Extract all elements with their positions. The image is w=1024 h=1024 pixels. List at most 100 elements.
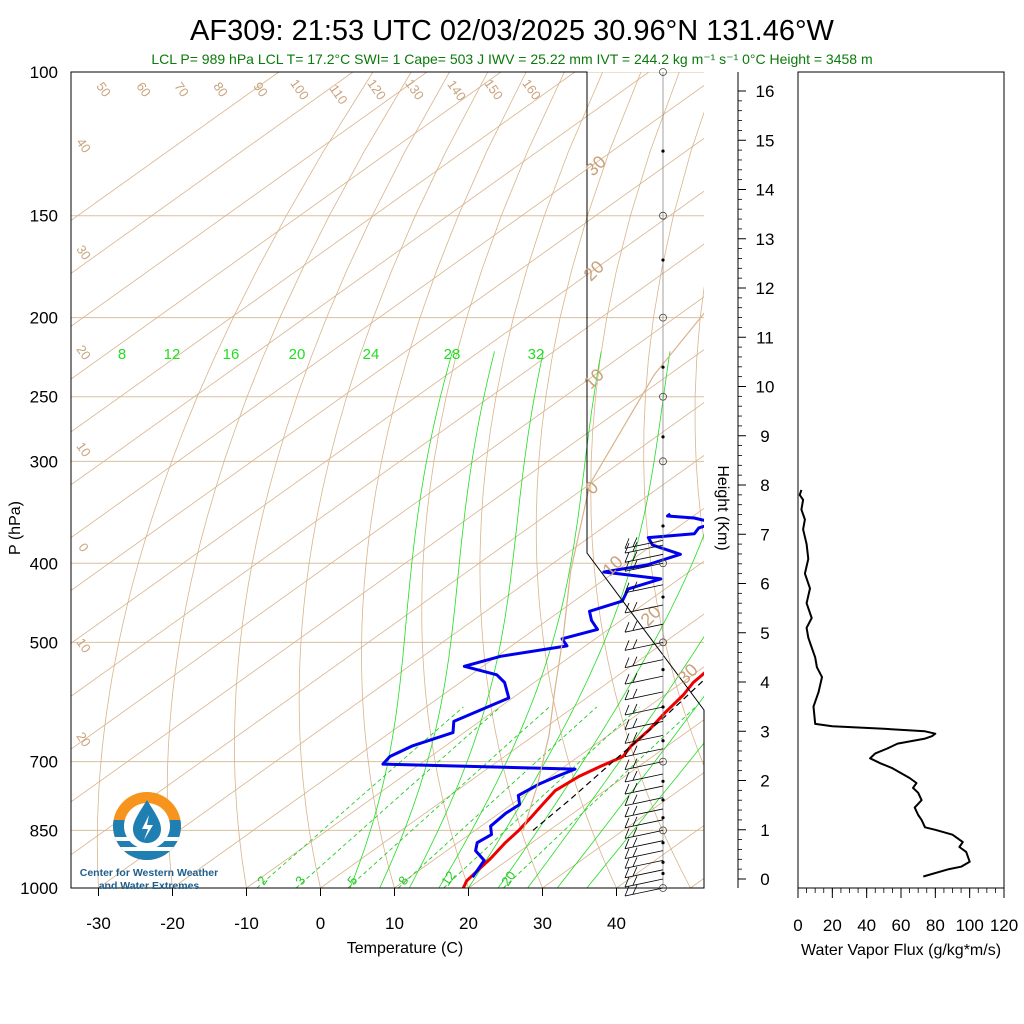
dry-adiabat-line <box>234 72 450 888</box>
isotherm-line <box>765 72 1024 888</box>
height-tick-label: 5 <box>760 624 769 643</box>
wind-barb-flag <box>632 718 638 728</box>
flux-tick-label: 40 <box>857 916 876 935</box>
wind-barb-flag <box>632 621 638 631</box>
wind-barb-flag <box>632 581 638 591</box>
wind-barb <box>624 869 664 879</box>
wind-barb-flag <box>624 746 630 757</box>
wind-barb <box>624 562 664 572</box>
mixing-ratio-line <box>443 706 640 888</box>
barb-level-dot <box>661 860 665 864</box>
wind-barb <box>624 734 664 744</box>
isotherm-line <box>71 72 280 221</box>
moist-adiabat-lines <box>349 351 704 888</box>
isotherm-line <box>71 296 704 750</box>
wind-barbs <box>624 68 667 897</box>
isotherm-line <box>71 137 704 591</box>
dry-adiabat-line <box>590 72 691 888</box>
isotherm-line <box>616 825 704 888</box>
isotherm-lines <box>71 72 1024 888</box>
wind-barb-flag <box>624 538 630 549</box>
y-tick-label: 700 <box>30 753 58 772</box>
wind-barb-flag <box>632 827 638 837</box>
dry-adiabat-label: 80 <box>210 79 231 99</box>
wind-barb-flag <box>632 857 638 867</box>
dry-adiabat-line <box>793 72 1000 905</box>
isotherm-line <box>98 455 704 888</box>
barb-level-circle <box>659 392 667 401</box>
y-tick-label: 850 <box>30 821 58 840</box>
isotherm-line <box>71 72 354 274</box>
wind-barb <box>624 850 664 860</box>
wind-barb-flag <box>624 771 630 783</box>
mixing-ratio-lines <box>256 706 696 888</box>
mixing-ratio-line <box>397 706 598 888</box>
moist-adiabat-line <box>556 695 704 888</box>
wind-barb-flag <box>624 657 630 668</box>
barb-level-dot <box>661 149 665 153</box>
x-tick-label: 40 <box>607 914 626 933</box>
isotherm-label: 20 <box>580 257 608 285</box>
dry-adiabat-lines <box>96 72 1000 905</box>
flux-tick-label: 120 <box>990 916 1018 935</box>
y-tick-label: 400 <box>30 554 58 573</box>
x-tick-label: 0 <box>316 914 325 933</box>
mixing-ratio-label: 20 <box>498 868 519 888</box>
dry-adiabat-line <box>535 72 642 888</box>
mixing-ratio-line <box>503 706 696 888</box>
flux-tick-label: 20 <box>823 916 842 935</box>
y-tick-label: 250 <box>30 388 58 407</box>
skew-t-plot <box>71 72 1024 905</box>
water-vapor-flux-panel: 0 20 40 60 80 100 120 <box>793 71 1018 935</box>
wind-barb <box>624 584 664 594</box>
barb-level-dot <box>661 524 665 528</box>
barb-level-circle <box>659 638 667 647</box>
isotherm-line <box>71 402 704 856</box>
height-tick-label: 12 <box>756 279 775 298</box>
y-tick-label: 150 <box>30 207 58 226</box>
x-tick-label: -20 <box>160 914 185 933</box>
wind-barb-flag <box>632 847 638 857</box>
wind-barb <box>624 721 664 730</box>
y-tick-label: 500 <box>30 633 58 652</box>
y-axis-label: P (hPa) <box>7 501 24 555</box>
barb-level-circle <box>659 68 667 76</box>
wind-barb <box>624 553 664 563</box>
isotherm-line <box>542 772 704 888</box>
dry-adiabat-line <box>361 72 527 888</box>
flux-tick-label: 60 <box>892 916 911 935</box>
barb-level-circle <box>659 757 667 766</box>
wind-barb-flag <box>624 640 630 651</box>
height-tick-label: 16 <box>756 82 775 101</box>
logo-text-line2: and Water Extremes <box>99 880 200 892</box>
height-tick-label: 1 <box>760 821 769 840</box>
flux-tick-label: 100 <box>955 916 983 935</box>
wind-barb-flag <box>632 875 638 886</box>
water-drop-icon <box>113 792 181 860</box>
dewpoint-line <box>381 512 704 879</box>
dry-adiabat-label: 150 <box>481 76 506 102</box>
barb-level-circle <box>659 211 667 220</box>
dry-adiabat-label: 140 <box>444 77 469 103</box>
skew-t-frame <box>70 71 705 889</box>
moist-adiabat-label: 28 <box>444 346 461 363</box>
height-tick-label: 8 <box>760 476 769 495</box>
height-tick-label: 4 <box>760 673 769 692</box>
isotherm-label: 0 <box>75 540 91 555</box>
x-tick-label: -10 <box>234 914 259 933</box>
isotherm-line <box>71 85 704 539</box>
y-tick-label: 300 <box>30 452 58 471</box>
wind-barb-flag <box>632 732 638 742</box>
wind-barb-flag <box>632 688 638 699</box>
moist-adiabat-label: 24 <box>363 346 380 363</box>
moist-adiabat-line <box>379 351 495 888</box>
isotherm-line <box>71 349 704 803</box>
x-tick-label: 20 <box>459 914 478 933</box>
dry-adiabat-label: 110 <box>327 82 351 108</box>
pressure-axis: 100 150 200 250 300 400 500 700 850 1000 <box>20 63 58 898</box>
isotherm-line <box>71 243 704 697</box>
y-tick-label: 200 <box>30 309 58 328</box>
barb-level-dot <box>661 365 665 369</box>
